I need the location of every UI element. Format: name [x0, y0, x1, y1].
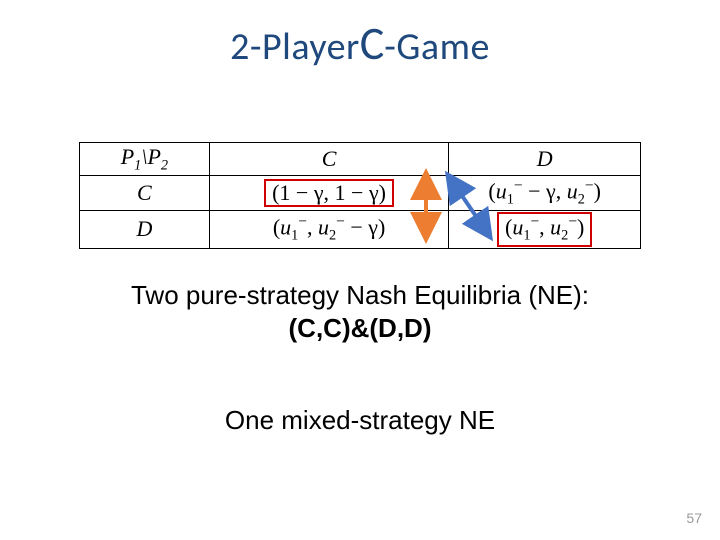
highlight-cc: (1 − γ, 1 − γ)	[264, 179, 394, 207]
body-text-2: One mixed-strategy NE	[0, 405, 720, 436]
ne-line1: Two pure-strategy Nash Equilibria (NE):	[0, 280, 720, 311]
cell-cd: (u1− − γ, u2−)	[449, 176, 641, 211]
body-text-1: Two pure-strategy Nash Equilibria (NE): …	[0, 280, 720, 344]
slide: 2-PlayerC-Game P1\P2 C D C (1 − γ, 1 − γ…	[0, 0, 720, 540]
header-rowcol: P1\P2	[80, 143, 210, 176]
title-pre: 2-Player	[230, 24, 360, 70]
table-row: D (u1−, u2− − γ) (u1−, u2−)	[80, 211, 641, 248]
payoff-table-wrap: P1\P2 C D C (1 − γ, 1 − γ) (u1− − γ, u2−…	[79, 142, 641, 249]
header-col-c: C	[209, 143, 449, 176]
header-col-d: D	[449, 143, 641, 176]
cell-cc: (1 − γ, 1 − γ)	[209, 176, 449, 211]
table-row: P1\P2 C D	[80, 143, 641, 176]
row-c-label: C	[80, 176, 210, 211]
highlight-dd: (u1−, u2−)	[497, 212, 592, 246]
ne-line2: (C,C)&(D,D)	[0, 313, 720, 344]
cell-dd: (u1−, u2−)	[449, 211, 641, 248]
table-row: C (1 − γ, 1 − γ) (u1− − γ, u2−)	[80, 176, 641, 211]
page-number: 57	[686, 510, 702, 526]
title-post: -Game	[384, 24, 490, 70]
row-d-label: D	[80, 211, 210, 248]
slide-title: 2-PlayerC-Game	[0, 16, 720, 72]
payoff-table: P1\P2 C D C (1 − γ, 1 − γ) (u1− − γ, u2−…	[79, 142, 641, 249]
cell-dc: (u1−, u2− − γ)	[209, 211, 449, 248]
arrows-layer	[0, 0, 720, 540]
title-big-c: C	[360, 16, 385, 72]
